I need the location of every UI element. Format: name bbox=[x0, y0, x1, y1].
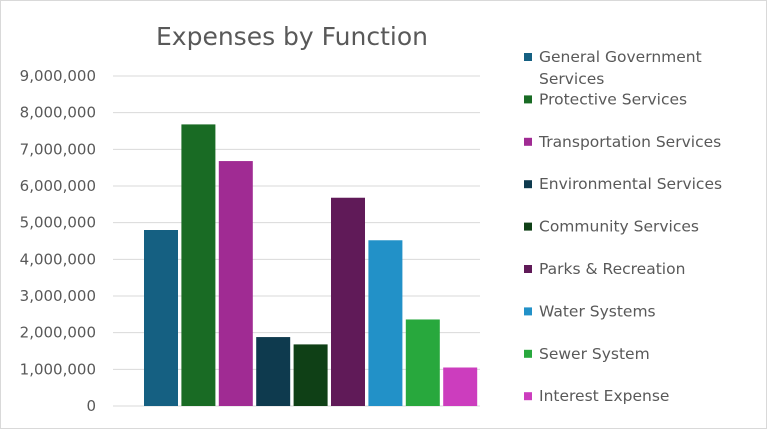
legend-swatch bbox=[524, 222, 532, 231]
bar-interest-expense bbox=[443, 367, 478, 406]
legend-label: General Government bbox=[539, 48, 702, 66]
legend-item: Sewer System bbox=[524, 345, 650, 363]
y-tick-label: 4,000,000 bbox=[20, 250, 96, 268]
bars bbox=[144, 124, 478, 407]
bar-water-systems bbox=[368, 240, 403, 406]
legend-label: Sewer System bbox=[539, 345, 650, 363]
legend-swatch bbox=[524, 95, 532, 104]
legend-swatch bbox=[524, 137, 532, 146]
legend-swatch bbox=[524, 349, 532, 358]
legend-label: Transportation Services bbox=[538, 133, 721, 151]
y-tick-label: 9,000,000 bbox=[20, 67, 96, 85]
legend-swatch bbox=[524, 180, 532, 189]
bar-sewer-system bbox=[405, 319, 440, 406]
legend-label: Community Services bbox=[539, 218, 699, 236]
legend-label: Environmental Services bbox=[539, 175, 722, 193]
bar-general-government-services bbox=[144, 230, 178, 406]
y-tick-label: 1,000,000 bbox=[20, 360, 96, 378]
legend-label: Services bbox=[539, 70, 604, 88]
legend-label: Interest Expense bbox=[539, 387, 669, 405]
y-tick-label: 3,000,000 bbox=[20, 287, 96, 305]
bar-transportation-services bbox=[218, 161, 253, 406]
y-tick-label: 5,000,000 bbox=[20, 214, 96, 232]
y-tick-label: 0 bbox=[86, 397, 96, 415]
legend-item: Water Systems bbox=[524, 302, 656, 320]
y-tick-label: 6,000,000 bbox=[20, 177, 96, 195]
legend-item: Environmental Services bbox=[524, 175, 722, 193]
bar-parks-recreation bbox=[331, 197, 365, 406]
legend-item: Protective Services bbox=[524, 90, 687, 108]
bar-community-services bbox=[293, 344, 328, 406]
y-tick-label: 2,000,000 bbox=[20, 324, 96, 342]
legend-item: General Government Services bbox=[524, 48, 702, 88]
legend-swatch bbox=[524, 307, 532, 316]
legend-item: Community Services bbox=[524, 218, 699, 236]
legend-label: Protective Services bbox=[539, 90, 687, 108]
legend-item: Parks & Recreation bbox=[524, 260, 685, 278]
legend-label: Parks & Recreation bbox=[539, 260, 685, 278]
chart-title: Expenses by Function bbox=[156, 22, 428, 51]
y-tick-label: 8,000,000 bbox=[20, 104, 96, 122]
legend-item: Interest Expense bbox=[524, 387, 669, 405]
legend-swatch bbox=[524, 265, 532, 273]
legend-swatch bbox=[524, 53, 532, 61]
legend-label: Water Systems bbox=[539, 302, 656, 320]
y-tick-label: 7,000,000 bbox=[20, 140, 96, 158]
bar-protective-services bbox=[181, 124, 216, 407]
bar-environmental-services bbox=[256, 337, 291, 406]
y-axis-tick-labels: 0 1,000,000 2,000,000 3,000,000 4,000,000 5,0… bbox=[20, 67, 96, 415]
legend: General Government Services Protective Ser… bbox=[524, 48, 722, 405]
legend-item: Transportation Services bbox=[524, 133, 721, 151]
legend-swatch bbox=[524, 392, 532, 401]
